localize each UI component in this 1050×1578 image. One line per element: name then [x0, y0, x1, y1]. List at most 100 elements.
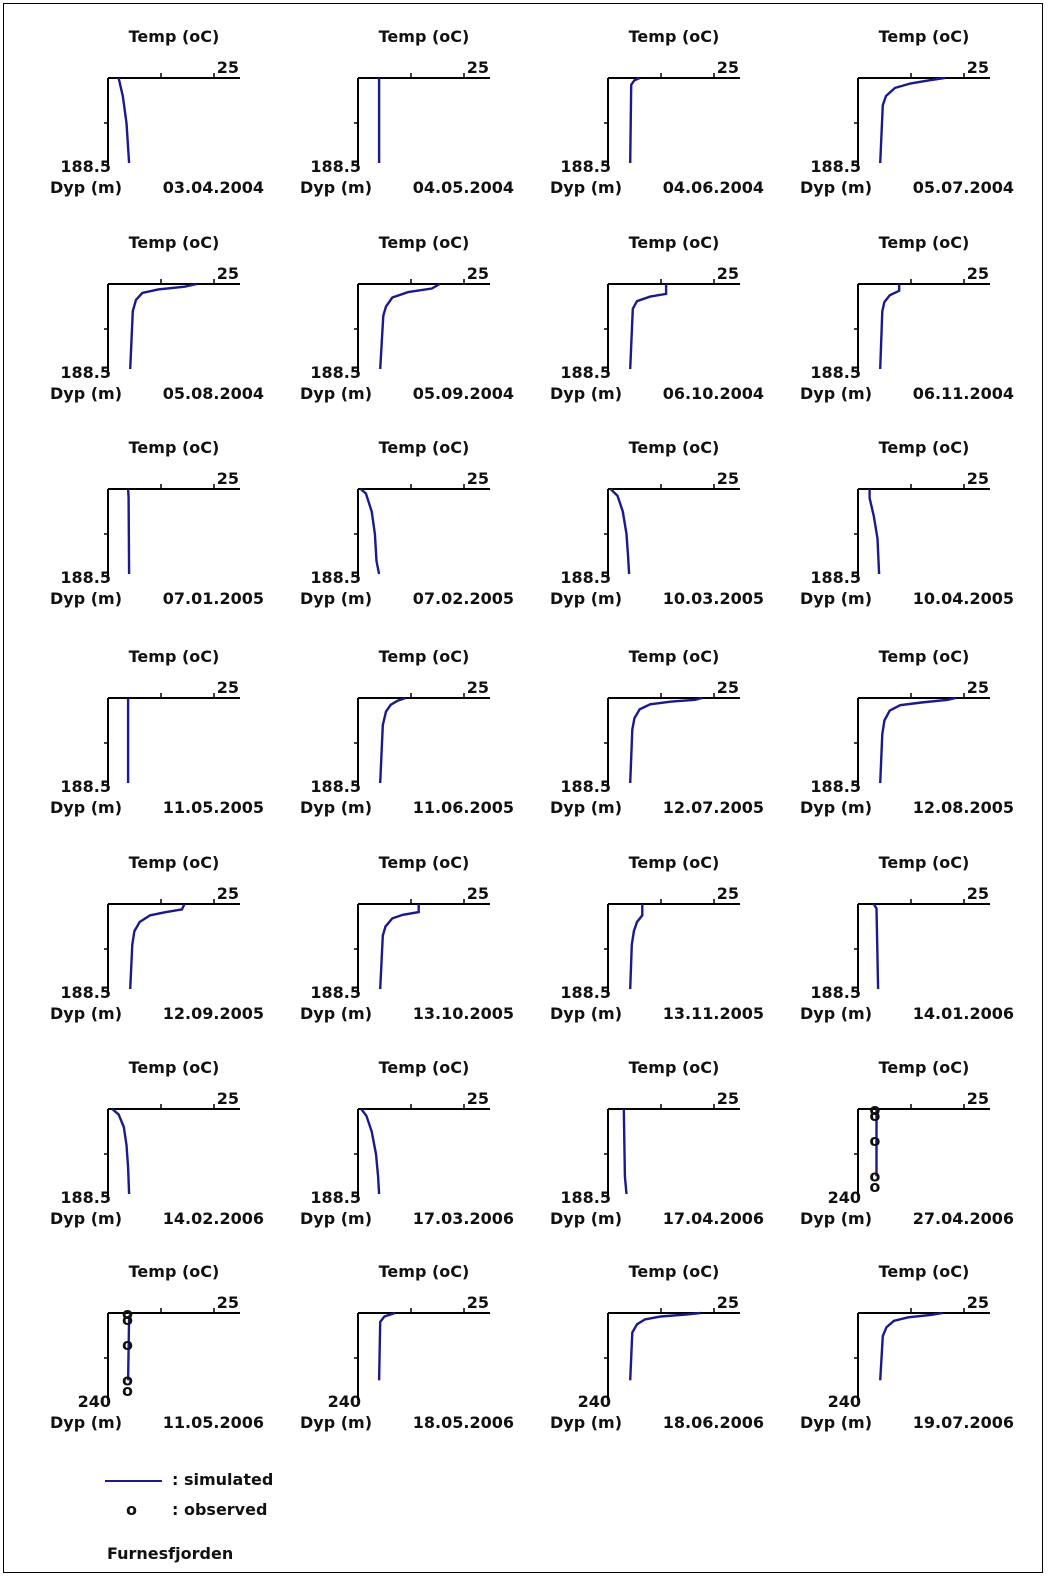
profile-panel-18-05-2006: Temp (oC) 25 240 Dyp (m) 18.05.2006	[300, 1262, 514, 1432]
x-tick-label: 25	[217, 264, 239, 283]
y-axis-title: Dyp (m)	[550, 1004, 622, 1023]
profile-date: 13.11.2005	[663, 1004, 764, 1023]
simulated-profile-line	[379, 904, 420, 990]
profile-panel-10-04-2005: Temp (oC) 25 188.5 Dyp (m) 10.04.2005	[800, 438, 1014, 608]
x-axis-title: Temp (oC)	[379, 1058, 470, 1077]
observed-point: o	[869, 1131, 880, 1150]
y-tick-label: 240	[828, 1392, 861, 1411]
profile-date: 10.04.2005	[913, 589, 1014, 608]
x-axis-title: Temp (oC)	[129, 27, 220, 46]
observed-point: o	[122, 1335, 133, 1354]
y-axis-title: Dyp (m)	[50, 798, 122, 817]
x-axis-title: Temp (oC)	[129, 1262, 220, 1281]
profile-date: 12.08.2005	[913, 798, 1014, 817]
y-axis-title: Dyp (m)	[300, 384, 372, 403]
x-axis-title: Temp (oC)	[379, 27, 470, 46]
x-axis-title: Temp (oC)	[379, 233, 470, 252]
x-axis-title: Temp (oC)	[879, 233, 970, 252]
y-axis-title: Dyp (m)	[300, 178, 372, 197]
y-axis-title: Dyp (m)	[300, 798, 372, 817]
x-axis-title: Temp (oC)	[629, 853, 720, 872]
y-axis-title: Dyp (m)	[800, 798, 872, 817]
y-tick-label: 188.5	[310, 1188, 361, 1207]
y-tick-label: 188.5	[310, 157, 361, 176]
profile-panel-11-06-2005: Temp (oC) 25 188.5 Dyp (m) 11.06.2005	[300, 647, 514, 817]
y-tick-label: 240	[578, 1392, 611, 1411]
profile-date: 05.07.2004	[913, 178, 1014, 197]
y-axis-title: Dyp (m)	[550, 1209, 622, 1228]
y-axis-title: Dyp (m)	[550, 1413, 622, 1432]
x-axis-title: Temp (oC)	[629, 233, 720, 252]
simulated-profile-line	[126, 1312, 133, 1381]
y-tick-label: 188.5	[60, 363, 111, 382]
profile-panel-06-10-2004: Temp (oC) 25 188.5 Dyp (m) 06.10.2004	[550, 233, 764, 403]
y-axis-title: Dyp (m)	[300, 1413, 372, 1432]
profile-panel-19-07-2006: Temp (oC) 25 240 Dyp (m) 19.07.2006	[800, 1262, 1014, 1432]
simulated-profile-line	[129, 903, 186, 990]
profile-date: 05.09.2004	[413, 384, 514, 403]
y-axis-title: Dyp (m)	[50, 384, 122, 403]
y-tick-label: 240	[828, 1188, 861, 1207]
legend: — : simulated o : observed	[90, 1470, 390, 1570]
profile-panel-05-07-2004: Temp (oC) 25 188.5 Dyp (m) 05.07.2004	[800, 27, 1014, 197]
x-tick-label: 25	[967, 469, 989, 488]
simulated-profile-line	[379, 696, 406, 784]
profile-date: 14.02.2006	[163, 1209, 264, 1228]
simulated-profile-line	[111, 1108, 131, 1195]
legend-simulated-label: : simulated	[172, 1470, 274, 1489]
profile-panel-12-09-2005: Temp (oC) 25 188.5 Dyp (m) 12.09.2005	[50, 853, 264, 1023]
legend-observed-label: : observed	[172, 1500, 268, 1519]
y-tick-label: 188.5	[60, 777, 111, 796]
profile-date: 06.11.2004	[913, 384, 1014, 403]
x-tick-label: 25	[717, 58, 739, 77]
simulated-profile-line	[629, 904, 644, 990]
x-tick-label: 25	[717, 678, 739, 697]
profile-panel-06-11-2004: Temp (oC) 25 188.5 Dyp (m) 06.11.2004	[800, 233, 1014, 403]
y-axis-title: Dyp (m)	[800, 1004, 872, 1023]
profile-panel-10-03-2005: Temp (oC) 25 188.5 Dyp (m) 10.03.2005	[550, 438, 764, 608]
y-axis-title: Dyp (m)	[550, 589, 622, 608]
y-tick-label: 188.5	[310, 983, 361, 1002]
x-axis-title: Temp (oC)	[879, 853, 970, 872]
y-tick-label: 188.5	[810, 983, 861, 1002]
simulated-profile-line	[629, 1311, 701, 1381]
profile-panel-11-05-2005: Temp (oC) 25 188.5 Dyp (m) 11.05.2005	[50, 647, 264, 817]
x-tick-label: 25	[717, 264, 739, 283]
x-tick-label: 25	[717, 469, 739, 488]
y-axis-title: Dyp (m)	[300, 589, 372, 608]
y-axis-title: Dyp (m)	[800, 1209, 872, 1228]
x-axis-title: Temp (oC)	[629, 1058, 720, 1077]
y-tick-label: 188.5	[60, 983, 111, 1002]
x-axis-title: Temp (oC)	[629, 438, 720, 457]
x-tick-label: 25	[217, 678, 239, 697]
simulated-profile-line	[377, 1311, 396, 1381]
y-tick-label: 188.5	[60, 1188, 111, 1207]
simulated-profile-line	[629, 284, 668, 370]
x-axis-title: Temp (oC)	[379, 438, 470, 457]
lake-name: Furnesfjorden	[107, 1544, 234, 1563]
x-tick-label: 25	[467, 1089, 489, 1108]
simulated-profile-line	[879, 76, 946, 164]
y-axis-title: Dyp (m)	[550, 798, 622, 817]
y-tick-label: 188.5	[810, 157, 861, 176]
y-axis-title: Dyp (m)	[800, 1413, 872, 1432]
profile-panel-12-08-2005: Temp (oC) 25 188.5 Dyp (m) 12.08.2005	[800, 647, 1014, 817]
profile-panel-03-04-2004: Temp (oC) 25 188.5 Dyp (m) 03.04.2004	[50, 27, 264, 197]
x-axis-title: Temp (oC)	[129, 438, 220, 457]
simulated-profile-line	[879, 696, 956, 784]
x-tick-label: 25	[967, 264, 989, 283]
y-tick-label: 188.5	[810, 363, 861, 382]
y-tick-label: 188.5	[60, 157, 111, 176]
profile-date: 12.09.2005	[163, 1004, 264, 1023]
simulated-profile-line	[117, 77, 131, 164]
y-tick-label: 188.5	[560, 363, 611, 382]
simulated-profile-line	[879, 1311, 943, 1381]
x-tick-label: 25	[967, 884, 989, 903]
observed-point: o	[869, 1177, 880, 1196]
profile-panel-17-03-2006: Temp (oC) 25 188.5 Dyp (m) 17.03.2006	[300, 1058, 514, 1228]
observed-point: o	[869, 1100, 880, 1119]
observed-point: o	[122, 1310, 133, 1329]
